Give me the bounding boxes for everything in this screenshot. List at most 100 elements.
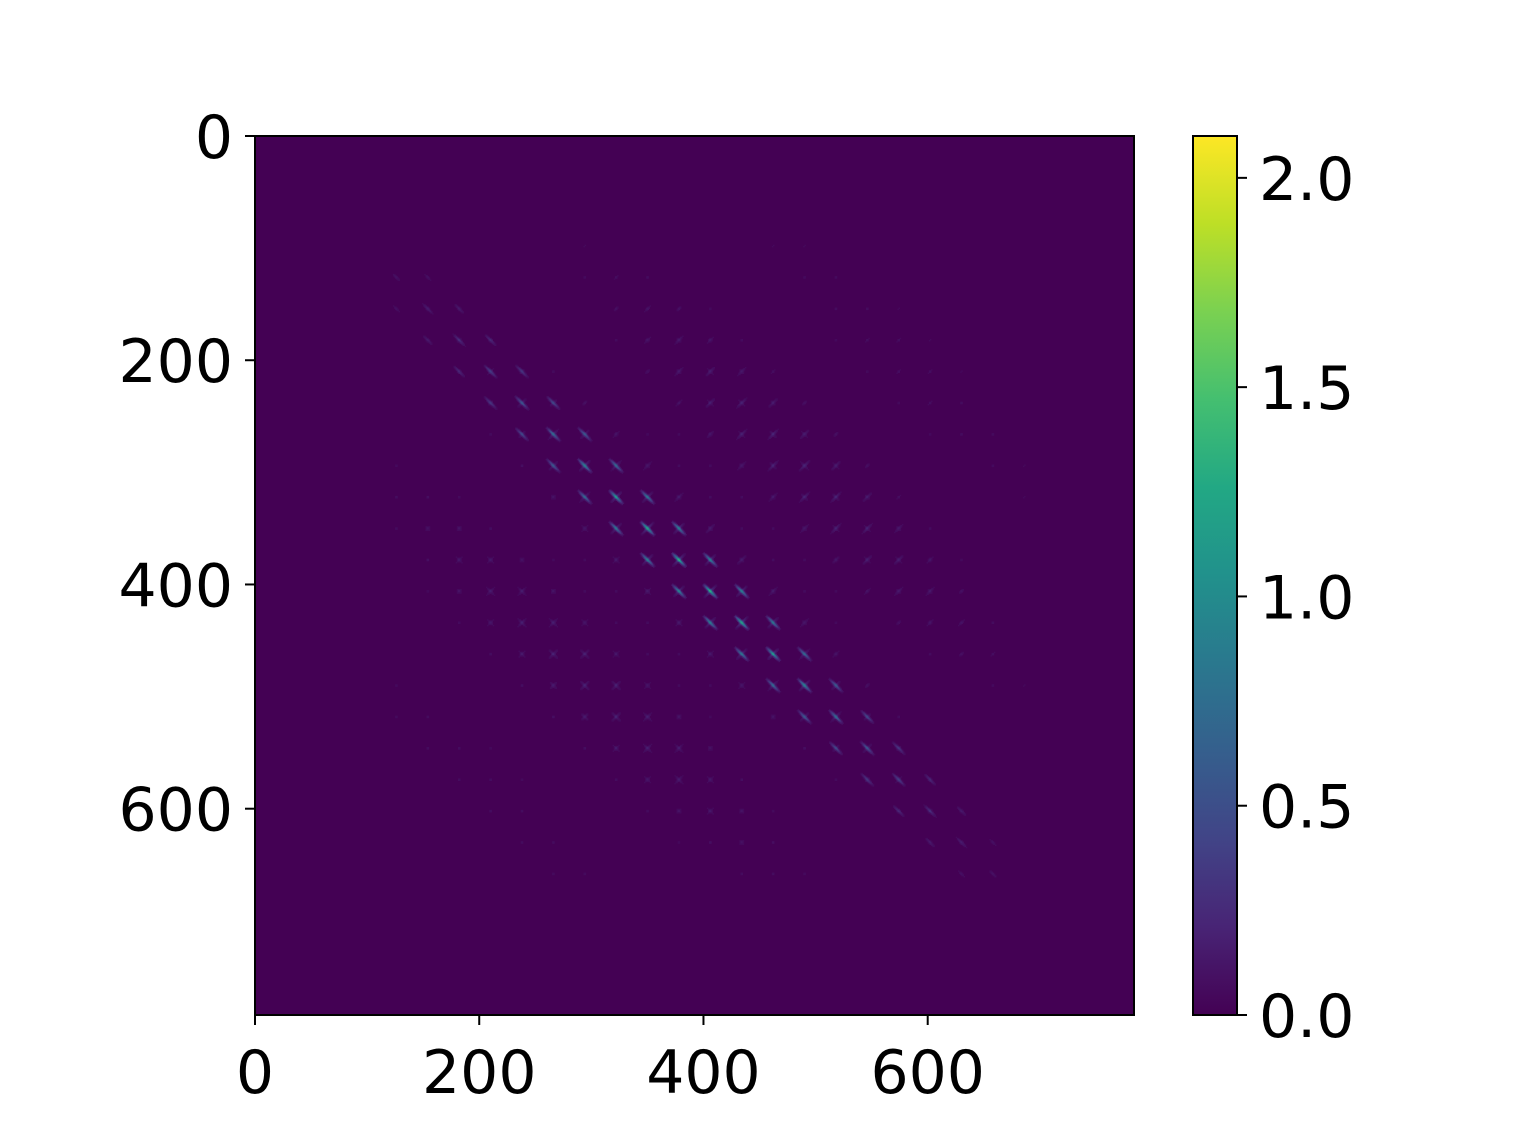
- heatmap-cell: [646, 463, 648, 465]
- heatmap-cell: [803, 685, 805, 687]
- heatmap-cell: [678, 400, 681, 403]
- heatmap-cell: [587, 438, 590, 441]
- heatmap-cell: [711, 592, 713, 594]
- heatmap-cell: [742, 466, 745, 469]
- heatmap-cell: [642, 557, 645, 560]
- heatmap-cell: [427, 558, 430, 561]
- heatmap-cell: [555, 623, 557, 626]
- heatmap-cell: [898, 401, 901, 404]
- heatmap-cell: [649, 527, 652, 529]
- heatmap-cell: [742, 431, 745, 434]
- heatmap-cell: [609, 458, 611, 461]
- heatmap-cell: [554, 430, 556, 433]
- heatmap-cell: [743, 405, 746, 407]
- heatmap-cell: [746, 625, 748, 628]
- heatmap-cell: [734, 618, 737, 620]
- heatmap-cell: [579, 491, 581, 493]
- heatmap-cell: [713, 565, 716, 567]
- heatmap-cell: [550, 402, 553, 405]
- heatmap-cell: [640, 551, 643, 554]
- heatmap-cell: [747, 629, 749, 631]
- heatmap-cell: [519, 590, 522, 592]
- heatmap-cell: [616, 495, 618, 498]
- heatmap-cell: [679, 337, 682, 340]
- heatmap-cell: [485, 334, 488, 336]
- heatmap-cell: [836, 651, 839, 654]
- heatmap-cell: [640, 520, 643, 523]
- heatmap-cell: [490, 591, 492, 593]
- heatmap-cell: [581, 463, 583, 465]
- heatmap-cell: [769, 622, 772, 625]
- heatmap-cell: [460, 310, 462, 313]
- heatmap-cell: [590, 471, 592, 473]
- heatmap-cell: [646, 307, 648, 310]
- heatmap-cell: [866, 558, 868, 561]
- heatmap-cell: [553, 683, 555, 685]
- heatmap-cell: [744, 399, 747, 401]
- heatmap-cell: [898, 591, 901, 593]
- heatmap-cell: [460, 526, 462, 528]
- heatmap-cell: [580, 468, 582, 471]
- heatmap-cell: [488, 588, 490, 591]
- heatmap-cell: [516, 399, 518, 401]
- heatmap-cell: [490, 527, 492, 529]
- heatmap-cell: [651, 491, 654, 493]
- heatmap-cell: [833, 652, 835, 655]
- heatmap-cell: [797, 680, 800, 683]
- heatmap-cell: [867, 494, 869, 497]
- heatmap-cell: [802, 651, 804, 654]
- heatmap-cell: [710, 337, 712, 340]
- heatmap-cell: [803, 559, 805, 562]
- heatmap-cell: [713, 628, 716, 630]
- heatmap-cell: [549, 397, 552, 399]
- heatmap-cell: [641, 553, 644, 555]
- heatmap-cell: [769, 623, 772, 626]
- heatmap-cell: [713, 586, 716, 589]
- heatmap-cell: [864, 557, 867, 560]
- heatmap-cell: [928, 528, 931, 530]
- heatmap-cell: [864, 498, 867, 500]
- heatmap-block: [960, 433, 963, 436]
- heatmap-cell: [706, 372, 709, 375]
- heatmap-cell: [524, 623, 526, 626]
- heatmap-cell: [711, 625, 713, 628]
- heatmap-cell: [582, 499, 584, 501]
- heatmap-cell: [959, 592, 961, 594]
- heatmap-cell: [770, 682, 773, 684]
- heatmap-cell: [739, 465, 741, 468]
- heatmap-cell: [829, 677, 831, 679]
- heatmap-cell: [397, 279, 399, 281]
- heatmap-cell: [521, 372, 524, 375]
- heatmap-cell: [709, 588, 711, 591]
- heatmap-cell: [581, 682, 583, 684]
- heatmap-cell: [614, 307, 617, 310]
- heatmap-cell: [774, 464, 776, 466]
- heatmap-cell: [832, 679, 834, 682]
- heatmap-cell: [554, 403, 556, 406]
- heatmap-cell: [519, 620, 522, 622]
- heatmap-cell: [648, 591, 650, 593]
- heatmap-cell: [649, 555, 652, 557]
- heatmap-cell: [491, 587, 494, 590]
- heatmap-cell: [869, 523, 871, 526]
- heatmap-cell: [581, 649, 583, 651]
- heatmap-cell: [683, 531, 685, 534]
- heatmap-cell: [522, 623, 525, 626]
- heatmap-cell: [962, 620, 964, 622]
- heatmap-cell: [527, 409, 529, 412]
- heatmap-cell: [617, 462, 619, 464]
- heatmap-cell: [776, 648, 778, 650]
- heatmap-cell: [431, 342, 433, 344]
- heatmap-cell: [612, 460, 615, 462]
- heatmap-cell: [493, 343, 496, 345]
- heatmap-cell: [682, 587, 684, 590]
- heatmap-cell: [740, 683, 742, 685]
- heatmap-cell: [490, 559, 492, 562]
- heatmap-cell: [740, 656, 742, 658]
- heatmap-cell: [521, 622, 524, 625]
- heatmap-cell: [423, 336, 425, 339]
- heatmap-cell: [581, 465, 583, 468]
- heatmap-cell: [554, 497, 556, 499]
- heatmap-cell: [737, 374, 739, 377]
- heatmap-cell: [648, 588, 650, 591]
